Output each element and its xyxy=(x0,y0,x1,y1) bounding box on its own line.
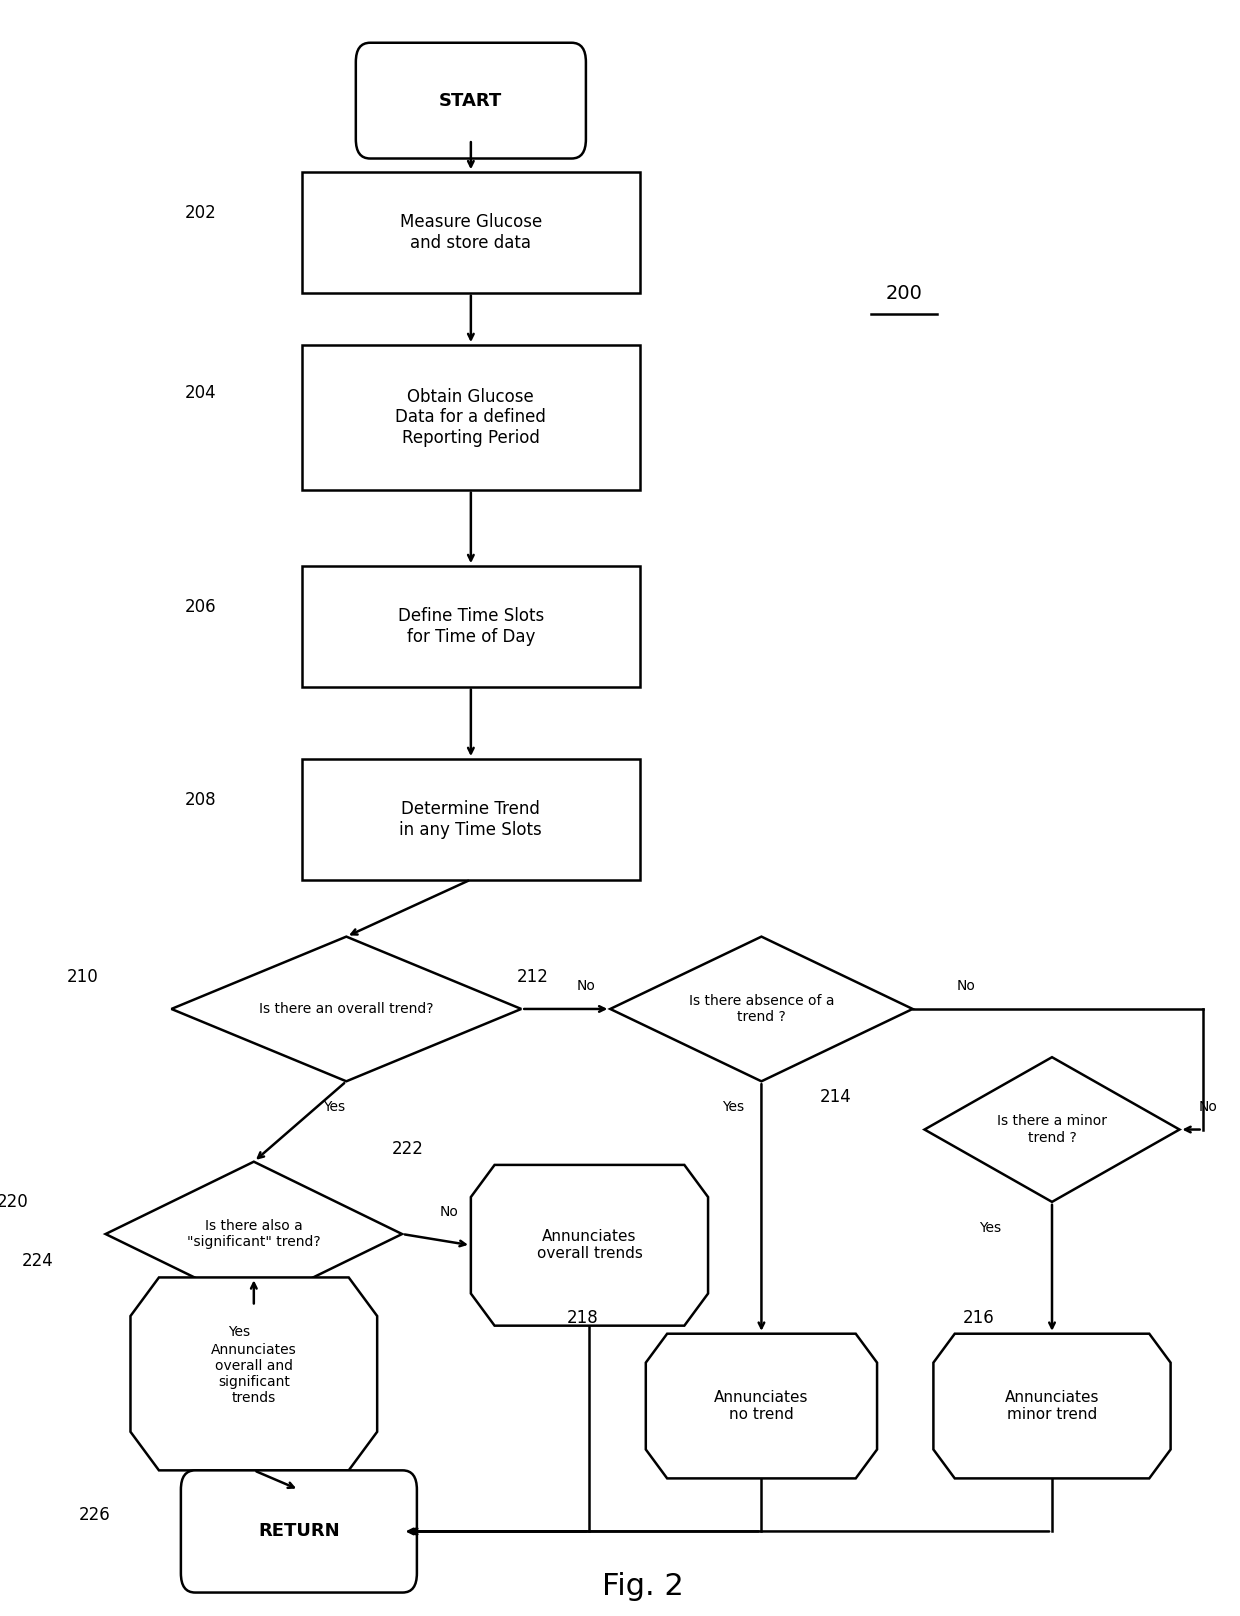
Text: Annunciates
minor trend: Annunciates minor trend xyxy=(1004,1390,1099,1422)
Text: RETURN: RETURN xyxy=(258,1522,340,1540)
Text: 220: 220 xyxy=(0,1193,29,1210)
Text: No: No xyxy=(577,979,596,994)
Polygon shape xyxy=(171,937,521,1081)
FancyBboxPatch shape xyxy=(356,42,587,158)
Text: Annunciates
overall and
significant
trends: Annunciates overall and significant tren… xyxy=(211,1343,296,1406)
Bar xyxy=(301,566,640,687)
Polygon shape xyxy=(925,1057,1179,1202)
Bar xyxy=(301,344,640,490)
Text: No: No xyxy=(1199,1100,1218,1113)
Text: START: START xyxy=(439,92,502,110)
Polygon shape xyxy=(105,1162,402,1306)
Text: 208: 208 xyxy=(185,790,217,810)
Text: Yes: Yes xyxy=(980,1220,1002,1235)
Text: 214: 214 xyxy=(820,1089,852,1107)
Text: 212: 212 xyxy=(517,968,549,986)
Text: 200: 200 xyxy=(885,284,923,304)
Bar xyxy=(301,173,640,292)
FancyBboxPatch shape xyxy=(181,1471,417,1592)
Text: Annunciates
no trend: Annunciates no trend xyxy=(714,1390,808,1422)
Text: No: No xyxy=(956,979,976,994)
Polygon shape xyxy=(934,1333,1171,1479)
Polygon shape xyxy=(646,1333,877,1479)
Text: 224: 224 xyxy=(22,1252,53,1270)
Text: Is there a minor
trend ?: Is there a minor trend ? xyxy=(997,1115,1107,1144)
Text: Obtain Glucose
Data for a defined
Reporting Period: Obtain Glucose Data for a defined Report… xyxy=(396,388,547,448)
Polygon shape xyxy=(130,1277,377,1471)
Text: Yes: Yes xyxy=(324,1100,346,1113)
Text: Yes: Yes xyxy=(722,1100,744,1113)
Text: Is there absence of a
trend ?: Is there absence of a trend ? xyxy=(688,994,835,1025)
Text: 226: 226 xyxy=(78,1506,110,1524)
Text: 218: 218 xyxy=(567,1309,599,1327)
Polygon shape xyxy=(610,937,913,1081)
Text: Is there also a
"significant" trend?: Is there also a "significant" trend? xyxy=(187,1218,321,1249)
Text: Yes: Yes xyxy=(228,1325,250,1340)
Text: 216: 216 xyxy=(962,1309,994,1327)
Text: 204: 204 xyxy=(185,385,217,402)
Text: Define Time Slots
for Time of Day: Define Time Slots for Time of Day xyxy=(398,608,544,646)
Text: Fig. 2: Fig. 2 xyxy=(601,1572,683,1600)
Text: Is there an overall trend?: Is there an overall trend? xyxy=(259,1002,434,1016)
Text: Annunciates
overall trends: Annunciates overall trends xyxy=(537,1230,642,1262)
Text: Measure Glucose
and store data: Measure Glucose and store data xyxy=(399,213,542,252)
Text: 206: 206 xyxy=(185,598,217,616)
Bar xyxy=(301,760,640,879)
Polygon shape xyxy=(471,1165,708,1325)
Text: 210: 210 xyxy=(67,968,98,986)
Text: 202: 202 xyxy=(185,204,217,221)
Text: Determine Trend
in any Time Slots: Determine Trend in any Time Slots xyxy=(399,800,542,839)
Text: 222: 222 xyxy=(392,1139,424,1157)
Text: No: No xyxy=(440,1204,459,1218)
